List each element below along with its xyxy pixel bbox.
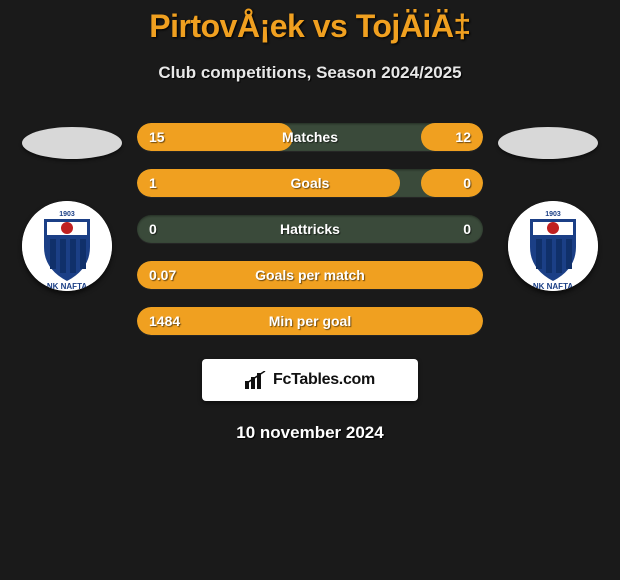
stat-value-right: 0 xyxy=(463,169,471,197)
stat-label: Hattricks xyxy=(280,215,340,243)
stat-label: Goals per match xyxy=(255,261,365,289)
bar-fill-left xyxy=(137,169,400,197)
svg-text:1903: 1903 xyxy=(59,211,75,218)
right-crest: 1903 NK NAFTA xyxy=(508,201,598,291)
bar-fill-right xyxy=(421,169,483,197)
brand-text: FcTables.com xyxy=(273,371,375,389)
svg-text:NK NAFTA: NK NAFTA xyxy=(533,282,574,291)
stat-bar: 1 Goals 0 xyxy=(137,169,483,197)
stat-bars: 15 Matches 12 1 Goals 0 0 Hattricks 0 0.07 Goals p… xyxy=(137,123,483,335)
brand-box[interactable]: FcTables.com xyxy=(202,359,418,401)
right-column: 1903 NK NAFTA xyxy=(483,123,603,291)
stat-value-left: 15 xyxy=(149,123,165,151)
stat-bar: 0 Hattricks 0 xyxy=(137,215,483,243)
stat-bar: 0.07 Goals per match xyxy=(137,261,483,289)
comparison-area: 1903 NK NAFTA 15 Matches 12 1 Goals 0 0 Hattric… xyxy=(0,123,620,335)
stat-value-left: 1484 xyxy=(149,307,180,335)
stat-value-right: 12 xyxy=(455,123,471,151)
stat-bar: 15 Matches 12 xyxy=(137,123,483,151)
stat-label: Min per goal xyxy=(269,307,351,335)
bar-fill-right xyxy=(421,123,483,151)
crest-svg: 1903 NK NAFTA xyxy=(22,201,112,291)
stat-value-left: 1 xyxy=(149,169,157,197)
brand-label: FcTables.com xyxy=(245,371,375,389)
date: 10 november 2024 xyxy=(0,423,620,443)
svg-text:NK NAFTA: NK NAFTA xyxy=(47,282,88,291)
stat-value-right: 0 xyxy=(463,215,471,243)
subtitle: Club competitions, Season 2024/2025 xyxy=(0,63,620,83)
svg-text:1903: 1903 xyxy=(545,211,561,218)
chart-icon xyxy=(245,371,267,389)
stat-value-left: 0.07 xyxy=(149,261,176,289)
left-column: 1903 NK NAFTA xyxy=(17,123,137,291)
right-flag xyxy=(498,127,598,159)
stat-value-left: 0 xyxy=(149,215,157,243)
crest-svg: 1903 NK NAFTA xyxy=(508,201,598,291)
stat-label: Matches xyxy=(282,123,338,151)
left-crest: 1903 NK NAFTA xyxy=(22,201,112,291)
stat-label: Goals xyxy=(291,169,330,197)
left-flag xyxy=(22,127,122,159)
stat-bar: 1484 Min per goal xyxy=(137,307,483,335)
page-title: PirtovÅ¡ek vs TojÄiÄ‡ xyxy=(0,8,620,45)
